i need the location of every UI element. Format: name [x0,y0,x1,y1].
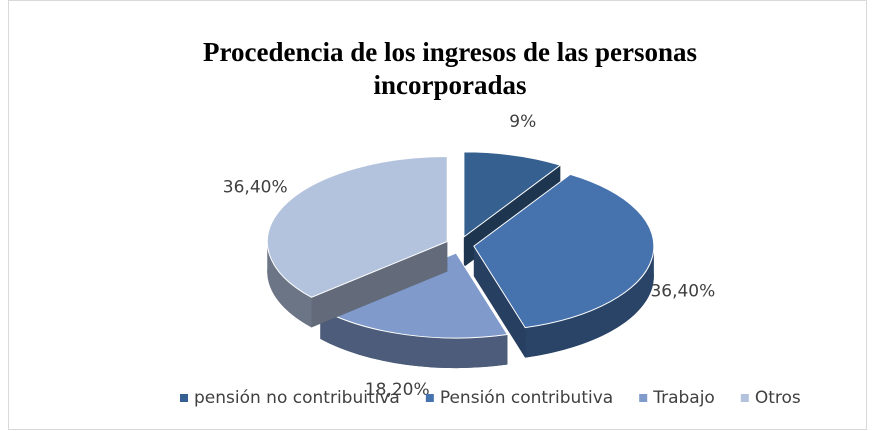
slice-wall [311,241,448,328]
slice-wall [473,246,526,358]
legend-label: Trabajo [652,388,715,408]
slice-top [473,173,655,329]
legend-swatch [425,394,434,402]
slice-side [525,246,654,358]
legend-label: Pensión contributiva [440,388,613,408]
legend-swatch [740,394,749,402]
slice-side [267,241,312,328]
pie-slice [319,252,509,369]
legend-swatch [180,394,188,402]
chart-border [8,0,867,430]
data-label: 18,20% [365,380,430,400]
slice-top [463,151,562,238]
data-label: 9% [509,112,536,132]
slice-top [266,156,448,298]
data-label: 36,40% [650,282,715,302]
data-label: 36,40% [223,177,288,197]
pie-slice [473,173,655,358]
legend-swatch [639,394,648,402]
slice-side [320,308,508,369]
chart-title: Procedencia de los ingresos de las perso… [202,37,697,100]
pie-slice [266,156,448,328]
legend-label: Otros [755,388,801,408]
legend-label: pensión no contribuitiva [194,388,400,408]
